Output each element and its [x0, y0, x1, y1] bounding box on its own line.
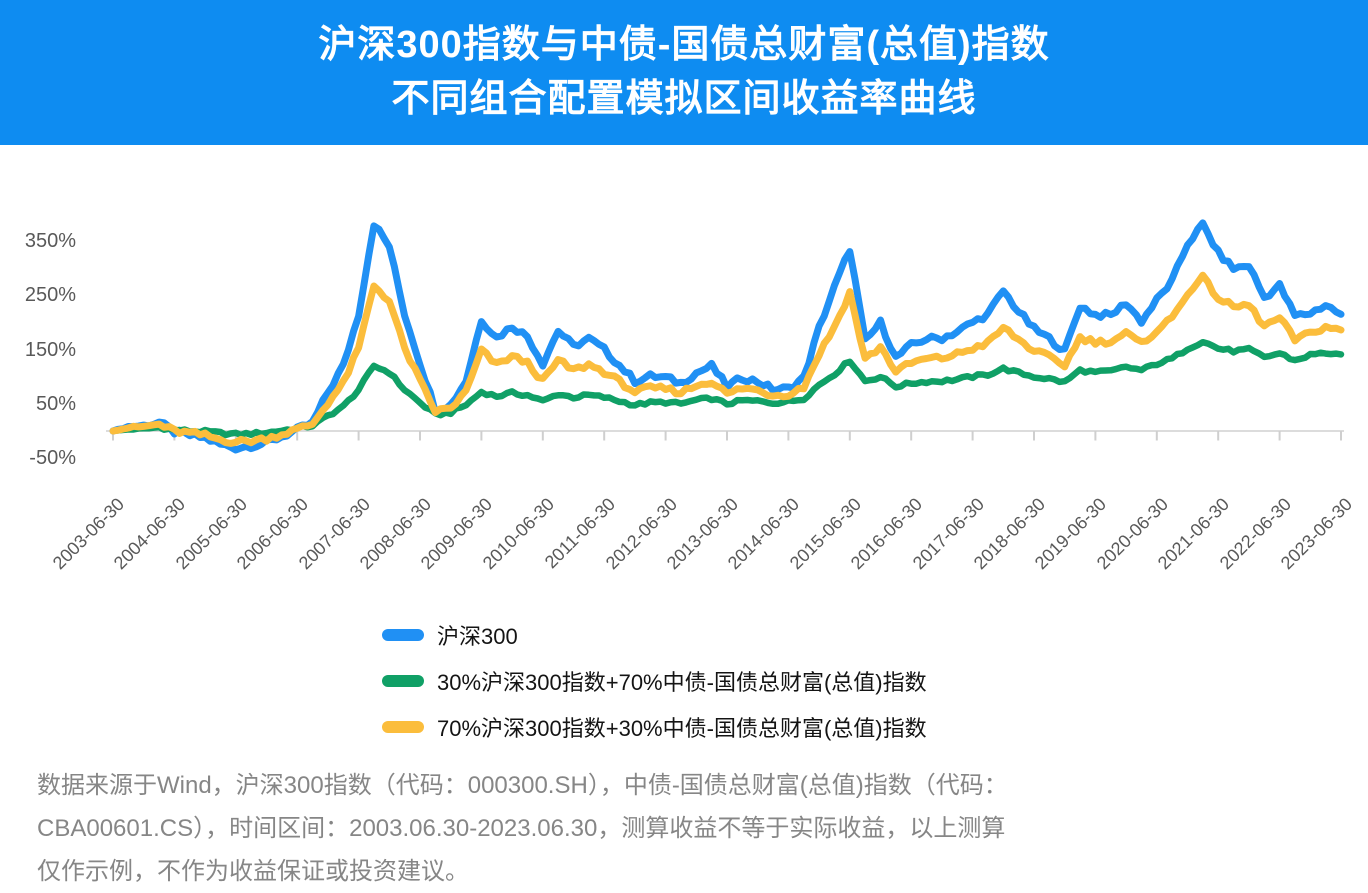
chart-legend: 沪深300 30%沪深300指数+70%中债-国债总财富(总值)指数 70%沪深…: [382, 612, 1368, 750]
legend-swatch-csi300: [382, 629, 424, 641]
series-lines: [109, 219, 1345, 454]
legend-item-70-30-mix: 70%沪深300指数+30%中债-国债总财富(总值)指数: [382, 704, 1368, 750]
returns-line-chart: [106, 219, 1345, 454]
x-axis: [106, 430, 1344, 441]
title-banner: 沪深300指数与中债-国债总财富(总值)指数 不同组合配置模拟区间收益率曲线: [0, 0, 1368, 145]
y-axis-label: 50%: [35, 392, 76, 415]
legend-swatch-70-30-mix: [382, 721, 424, 733]
legend-swatch-30-70-mix: [382, 675, 424, 687]
disclaimer-line3: 仅作示例，不作为收益保证或投资建议。: [37, 858, 469, 885]
legend-label-70-30-mix: 70%沪深300指数+30%中债-国债总财富(总值)指数: [437, 716, 927, 741]
y-axis-label: 150%: [24, 338, 76, 361]
legend-label-csi300: 沪深300: [437, 624, 518, 649]
legend-item-csi300: 沪深300: [382, 612, 1368, 658]
disclaimer-text: 数据来源于Wind，沪深300指数（代码：000300.SH），中债-国债总财富…: [37, 764, 1332, 893]
disclaimer-line1: 数据来源于Wind，沪深300指数（代码：000300.SH），中债-国债总财富…: [37, 772, 1008, 799]
y-axis-label: 250%: [24, 284, 76, 307]
chart-title-line1: 沪深300指数与中债-国债总财富(总值)指数: [318, 24, 1050, 66]
disclaimer-line2: CBA00601.CS），时间区间：2003.06.30-2023.06.30，…: [37, 815, 1006, 842]
legend-label-30-70-mix: 30%沪深300指数+70%中债-国债总财富(总值)指数: [437, 670, 927, 695]
chart-area: 350% 250% 150% 50% -50% 2003-06-30 2004-06-30…: [0, 145, 1368, 600]
y-axis-label: 350%: [24, 229, 76, 252]
legend-item-30-70-mix: 30%沪深300指数+70%中债-国债总财富(总值)指数: [382, 658, 1368, 704]
series-line-70-30-mix: [109, 271, 1345, 447]
chart-title-line2: 不同组合配置模拟区间收益率曲线: [391, 77, 977, 120]
y-axis-label: -50%: [29, 447, 76, 470]
